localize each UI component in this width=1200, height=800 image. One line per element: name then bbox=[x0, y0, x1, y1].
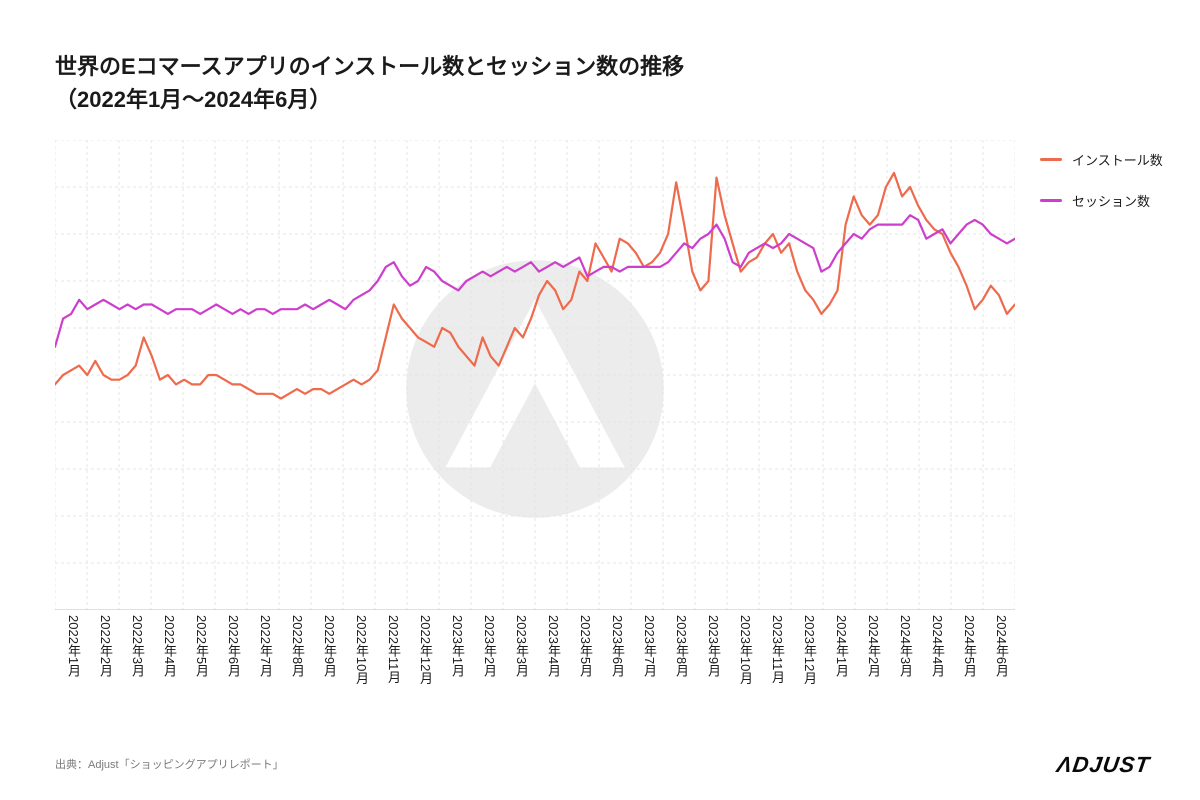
x-tick-label: 2024年3月 bbox=[896, 615, 915, 677]
x-tick-label: 2022年5月 bbox=[192, 615, 211, 677]
legend: インストール数 セッション数 bbox=[1040, 150, 1163, 232]
x-tick-label: 2022年1月 bbox=[64, 615, 83, 677]
x-axis-labels: 2022年1月 2022年2月 2022年3月 2022年4月 2022年5月 2022年… bbox=[55, 615, 1015, 735]
x-tick-label: 2023年1月 bbox=[448, 615, 467, 677]
legend-item: セッション数 bbox=[1040, 191, 1163, 210]
x-tick-label: 2023年8月 bbox=[672, 615, 691, 677]
x-tick-label: 2023年11月 bbox=[768, 615, 787, 683]
x-tick-label: 2023年3月 bbox=[512, 615, 531, 677]
x-tick-label: 2022年12月 bbox=[416, 615, 435, 684]
x-tick-label: 2022年2月 bbox=[96, 615, 115, 677]
x-tick-label: 2024年4月 bbox=[928, 615, 947, 677]
x-tick-label: 2022年11月 bbox=[384, 615, 403, 683]
x-tick-label: 2023年5月 bbox=[576, 615, 595, 677]
legend-item: インストール数 bbox=[1040, 150, 1163, 169]
brand-logo: ΛDJUST bbox=[1057, 752, 1150, 778]
x-tick-label: 2024年1月 bbox=[832, 615, 851, 677]
x-tick-label: 2022年8月 bbox=[288, 615, 307, 677]
legend-label: セッション数 bbox=[1072, 191, 1150, 210]
grid bbox=[55, 140, 1015, 610]
legend-swatch bbox=[1040, 158, 1062, 161]
x-tick-label: 2022年7月 bbox=[256, 615, 275, 677]
legend-swatch bbox=[1040, 199, 1062, 202]
chart-title: 世界のEコマースアプリのインストール数とセッション数の推移 （2022年1月〜2… bbox=[55, 50, 684, 116]
x-tick-label: 2022年10月 bbox=[352, 615, 371, 684]
x-tick-label: 2024年5月 bbox=[960, 615, 979, 677]
x-tick-label: 2023年4月 bbox=[544, 615, 563, 677]
chart-svg bbox=[55, 140, 1015, 610]
x-tick-label: 2022年6月 bbox=[224, 615, 243, 677]
x-tick-label: 2023年7月 bbox=[640, 615, 659, 677]
x-tick-label: 2023年9月 bbox=[704, 615, 723, 677]
x-tick-label: 2022年9月 bbox=[320, 615, 339, 677]
x-tick-label: 2024年2月 bbox=[864, 615, 883, 677]
x-tick-label: 2022年3月 bbox=[128, 615, 147, 677]
x-tick-label: 2022年4月 bbox=[160, 615, 179, 677]
source-text: 出典：Adjust「ショッピングアプリレポート」 bbox=[55, 756, 284, 772]
x-tick-label: 2023年12月 bbox=[800, 615, 819, 684]
x-tick-label: 2023年10月 bbox=[736, 615, 755, 684]
x-tick-label: 2023年6月 bbox=[608, 615, 627, 677]
x-tick-label: 2024年6月 bbox=[992, 615, 1011, 677]
legend-label: インストール数 bbox=[1072, 150, 1163, 169]
chart-area bbox=[55, 140, 1015, 610]
x-tick-label: 2023年2月 bbox=[480, 615, 499, 677]
